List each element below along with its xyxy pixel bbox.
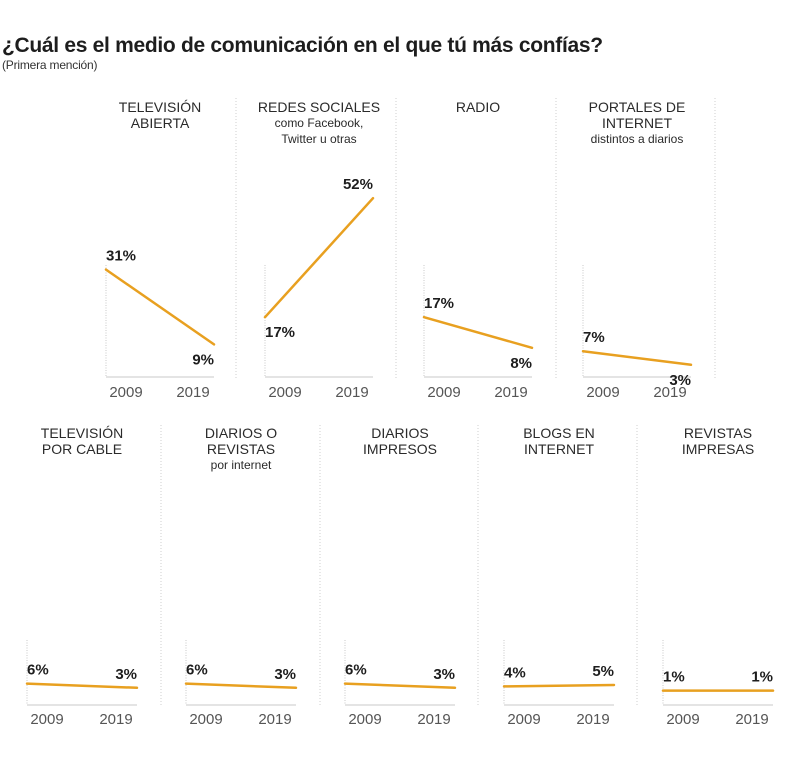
panel-title: INTERNET <box>524 441 594 457</box>
panel-title: TELEVISIÓN <box>41 425 123 441</box>
panel-title: ABIERTA <box>131 115 190 131</box>
panel-subtitle: como Facebook, <box>275 116 364 130</box>
x-tick-label: 2009 <box>268 384 301 401</box>
data-label-2009: 1% <box>663 669 685 686</box>
data-label-2019: 3% <box>433 666 455 683</box>
data-label-2009: 17% <box>424 295 454 312</box>
x-tick-label: 2009 <box>586 384 619 401</box>
panel-title: TELEVISIÓN <box>119 99 201 115</box>
x-tick-label: 2019 <box>258 711 291 728</box>
panel-title: INTERNET <box>602 115 672 131</box>
panel-title: IMPRESAS <box>682 441 754 457</box>
data-label-2009: 6% <box>345 662 367 679</box>
panel-title: PORTALES DE <box>589 99 686 115</box>
data-label-2019: 3% <box>274 666 296 683</box>
panel-title: REVISTAS <box>684 425 752 441</box>
x-tick-label: 2019 <box>99 711 132 728</box>
x-tick-label: 2019 <box>176 384 209 401</box>
panel-title: DIARIOS O <box>205 425 277 441</box>
panel-2: RADIO 2009 2019 17% 8% <box>422 99 534 401</box>
chart-subtitle: (Primera mención) <box>2 58 98 72</box>
x-tick-label: 2019 <box>335 384 368 401</box>
series-line <box>104 268 216 346</box>
data-label-2009: 7% <box>583 329 605 346</box>
panel-title: BLOGS EN <box>523 425 595 441</box>
panel-subtitle: distintos a diarios <box>591 132 684 146</box>
data-label-2019: 1% <box>751 669 773 686</box>
series-line <box>502 683 616 688</box>
panel-title: REVISTAS <box>207 441 275 457</box>
data-label-2009: 4% <box>504 664 526 681</box>
series-line <box>343 682 457 690</box>
series-line <box>263 196 375 319</box>
series-line <box>581 349 693 367</box>
panel-title: RADIO <box>456 99 500 115</box>
x-tick-label: 2019 <box>417 711 450 728</box>
series-line <box>422 315 534 350</box>
data-label-2009: 6% <box>27 662 49 679</box>
x-tick-label: 2019 <box>735 711 768 728</box>
panel-title: POR CABLE <box>42 441 122 457</box>
data-label-2019: 5% <box>592 663 614 680</box>
panel-title: DIARIOS <box>371 425 429 441</box>
x-tick-label: 2019 <box>576 711 609 728</box>
data-label-2009: 6% <box>186 662 208 679</box>
x-tick-label: 2019 <box>653 384 686 401</box>
x-tick-label: 2009 <box>109 384 142 401</box>
data-label-2009: 31% <box>106 248 136 265</box>
panel-title: IMPRESOS <box>363 441 437 457</box>
data-label-2019: 3% <box>115 666 137 683</box>
x-tick-label: 2009 <box>30 711 63 728</box>
series-line <box>25 682 139 690</box>
x-tick-label: 2009 <box>189 711 222 728</box>
data-label-2019: 9% <box>192 351 214 368</box>
x-tick-label: 2009 <box>427 384 460 401</box>
x-tick-label: 2009 <box>348 711 381 728</box>
x-tick-label: 2009 <box>666 711 699 728</box>
data-label-2019: 8% <box>510 355 532 372</box>
series-line <box>184 682 298 690</box>
data-label-2019: 3% <box>669 372 691 389</box>
chart-title: ¿Cuál es el medio de comunicación en el … <box>2 34 603 57</box>
panel-title: REDES SOCIALES <box>258 99 380 115</box>
x-tick-label: 2019 <box>494 384 527 401</box>
panel-subtitle: Twitter u otras <box>281 132 356 146</box>
data-label-2009: 17% <box>265 324 295 341</box>
data-label-2019: 52% <box>343 176 373 193</box>
panel-subtitle: por internet <box>211 458 272 472</box>
x-tick-label: 2009 <box>507 711 540 728</box>
